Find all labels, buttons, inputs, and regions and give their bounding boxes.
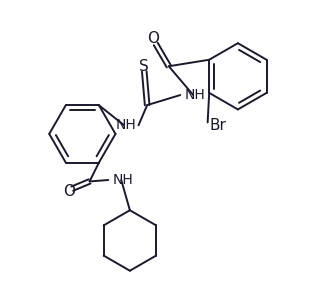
Text: S: S	[140, 59, 149, 74]
Text: NH: NH	[112, 173, 133, 187]
Text: NH: NH	[185, 88, 205, 102]
Text: O: O	[63, 184, 75, 199]
Text: NH: NH	[115, 118, 136, 132]
Text: O: O	[147, 31, 159, 46]
Text: Br: Br	[209, 118, 226, 133]
